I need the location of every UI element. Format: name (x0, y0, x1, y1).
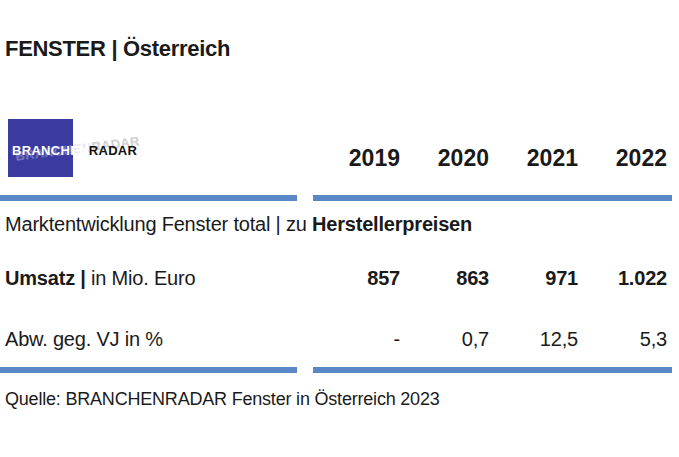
section-title: Marktentwicklung Fenster total | zu Hers… (5, 213, 472, 236)
umsatz-value-2021: 971 (494, 267, 583, 290)
umsatz-value-2019: 857 (316, 267, 405, 290)
umsatz-value-2020: 863 (405, 267, 494, 290)
year-col-2021: 2021 (494, 145, 583, 172)
divider-top-left-segment (0, 195, 297, 201)
section-title-bold: Herstellerpreisen (312, 213, 472, 235)
row-label-umsatz: Umsatz | in Mio. Euro (0, 267, 316, 290)
year-col-2020: 2020 (405, 145, 494, 172)
table-row-umsatz: Umsatz | in Mio. Euro 857 863 971 1.022 (0, 267, 672, 290)
divider-top-right-segment (313, 195, 672, 201)
divider-bottom-right-segment (313, 367, 672, 373)
year-col-2019: 2019 (316, 145, 405, 172)
section-title-regular: Marktentwicklung Fenster total | zu (5, 213, 312, 235)
divider-bottom-left-segment (0, 367, 297, 373)
page-title: FENSTER | Österreich (5, 36, 230, 62)
abweichung-value-2020: 0,7 (405, 328, 494, 351)
year-header-row: 2019 2020 2021 2022 (0, 145, 672, 172)
abweichung-value-2021: 12,5 (494, 328, 583, 351)
umsatz-value-2022: 1.022 (583, 267, 672, 290)
table-row-abweichung: Abw. geg. VJ in % - 0,7 12,5 5,3 (0, 328, 672, 351)
year-col-2022: 2022 (583, 145, 672, 172)
abweichung-value-2022: 5,3 (583, 328, 672, 351)
abweichung-value-2019: - (316, 328, 405, 351)
branchenradar-report-card: FENSTER | Österreich BRANCHENRADAR BRANC… (0, 0, 679, 457)
row-label-abweichung: Abw. geg. VJ in % (0, 328, 316, 351)
source-note: Quelle: BRANCHENRADAR Fenster in Österre… (5, 389, 440, 410)
